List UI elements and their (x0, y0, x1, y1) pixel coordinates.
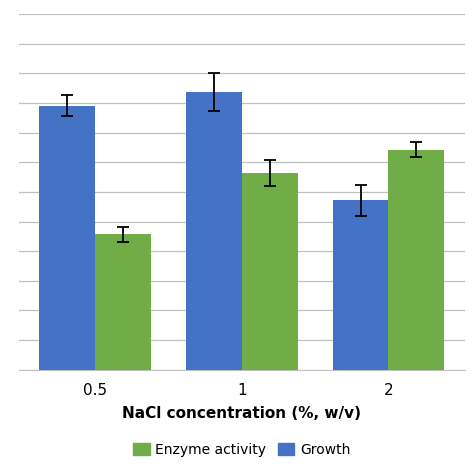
Legend: Enzyme activity, Growth: Enzyme activity, Growth (128, 437, 356, 462)
Bar (333, 201, 389, 370)
Bar (389, 150, 444, 370)
Bar (39, 106, 95, 370)
Bar (242, 173, 298, 370)
X-axis label: NaCl concentration (%, w/v): NaCl concentration (%, w/v) (122, 406, 361, 421)
Bar (186, 92, 242, 370)
Bar (95, 234, 151, 370)
